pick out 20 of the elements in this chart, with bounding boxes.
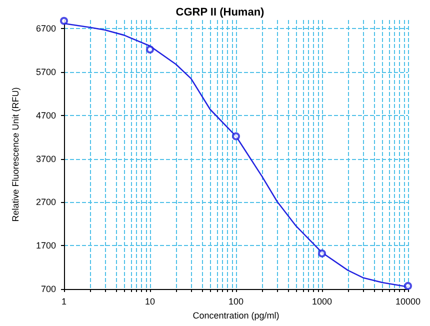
point bbox=[232, 132, 240, 140]
chart-title: CGRP II (Human) bbox=[176, 6, 265, 18]
x-tick-label: 100 bbox=[228, 296, 244, 306]
y-tick-label: 5700 bbox=[36, 67, 56, 78]
y-tick-label: 1700 bbox=[36, 240, 56, 251]
point bbox=[404, 282, 412, 290]
x-tick-label: 10000 bbox=[395, 296, 421, 306]
y-tick-label: 2700 bbox=[36, 197, 56, 208]
y-tick-label: 6700 bbox=[36, 24, 56, 34]
x-tick-label: 1000 bbox=[312, 296, 332, 306]
point bbox=[146, 46, 154, 54]
y-tick-label: 700 bbox=[40, 284, 56, 294]
x-tick-label: 1 bbox=[61, 296, 67, 306]
x-axis-title: Concentration (pg/ml) bbox=[192, 310, 280, 320]
y-axis-title: Relative Fluorescence Unit (RFU) bbox=[10, 87, 20, 222]
y-tick-label: 3700 bbox=[36, 154, 56, 164]
point bbox=[60, 16, 68, 25]
point bbox=[318, 249, 326, 258]
x-tick-label: 10 bbox=[144, 296, 156, 306]
y-tick-label: 4700 bbox=[36, 110, 56, 120]
